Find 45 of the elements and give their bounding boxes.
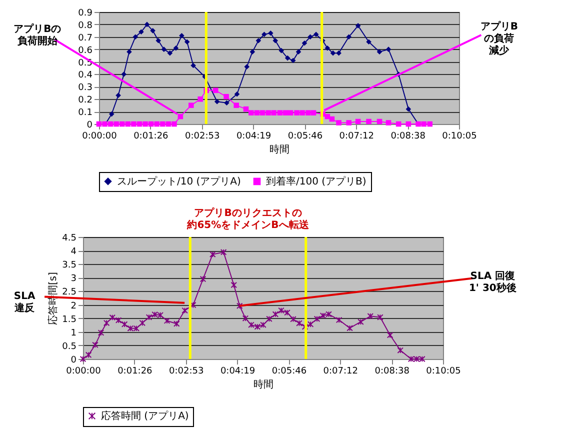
x-tick-label: 0:04:19 — [220, 366, 256, 376]
y-tick-label: 3 — [70, 274, 76, 284]
annotation: SLA違反 — [14, 290, 36, 314]
y-tick-label: 0.5 — [62, 342, 76, 352]
y-tick-label: 0.9 — [78, 8, 93, 18]
legend-label: スループット/10 (アプリA) — [117, 175, 242, 188]
x-tick-label: 0:00:00 — [82, 132, 118, 142]
text: アプリBのリクエストの約65%をドメインBへ転送 — [186, 207, 310, 231]
x-tick-label: 0:01:26 — [118, 366, 153, 376]
y-tick-label: 0.7 — [78, 33, 92, 44]
y-tick-label: 4 — [70, 247, 77, 258]
y-tick-label: 1.5 — [62, 314, 76, 325]
x-tick-label: 0:00:00 — [66, 366, 102, 376]
x-tick-label: 0:08:38 — [390, 132, 426, 142]
x-axis-title: 時間 — [270, 144, 290, 156]
y-tick-label: 0.8 — [78, 20, 93, 31]
x-tick-label: 0:08:38 — [374, 366, 410, 376]
y-tick-label: 0.4 — [78, 70, 93, 81]
y-tick-label: 4.5 — [62, 234, 76, 244]
y-tick-label: 0 — [86, 120, 93, 130]
legend-label: 応答時間 (アプリA) — [101, 410, 189, 422]
y-tick-label: 0.6 — [78, 46, 93, 56]
x-tick-label: 0:07:12 — [323, 366, 358, 376]
x-tick-label: 0:10:05 — [426, 366, 461, 376]
y-tick-label: 1 — [70, 328, 76, 338]
x-tick-label: 0:02:53 — [185, 132, 220, 142]
y-tick-label: 0.1 — [78, 108, 92, 118]
x-axis-title: 時間 — [254, 378, 274, 390]
x-tick-label: 0:01:26 — [134, 132, 169, 142]
y-tick-label: 0 — [70, 356, 77, 366]
legend-label: 到着率/100 (アプリB) — [266, 175, 366, 188]
y-tick-label: 0.3 — [78, 83, 92, 94]
annotation: アプリBの負荷減少 — [480, 20, 518, 56]
x-tick-label: 0:05:46 — [272, 366, 307, 376]
x-tick-label: 0:10:05 — [442, 132, 477, 142]
y-tick-label: 0.2 — [78, 96, 92, 106]
x-tick-label: 0:05:46 — [288, 132, 323, 142]
y-tick-label: 2.5 — [62, 288, 76, 298]
annotation: SLA 回復 1' 30秒後 — [468, 270, 516, 294]
x-tick-label: 0:07:12 — [339, 132, 374, 142]
annotation: アプリBの負荷開始 — [14, 23, 62, 48]
x-tick-label: 0:02:53 — [169, 366, 204, 376]
x-tick-label: 0:04:19 — [236, 132, 272, 142]
y-tick-label: 3.5 — [62, 260, 76, 271]
y-tick-label: 2 — [70, 301, 76, 312]
